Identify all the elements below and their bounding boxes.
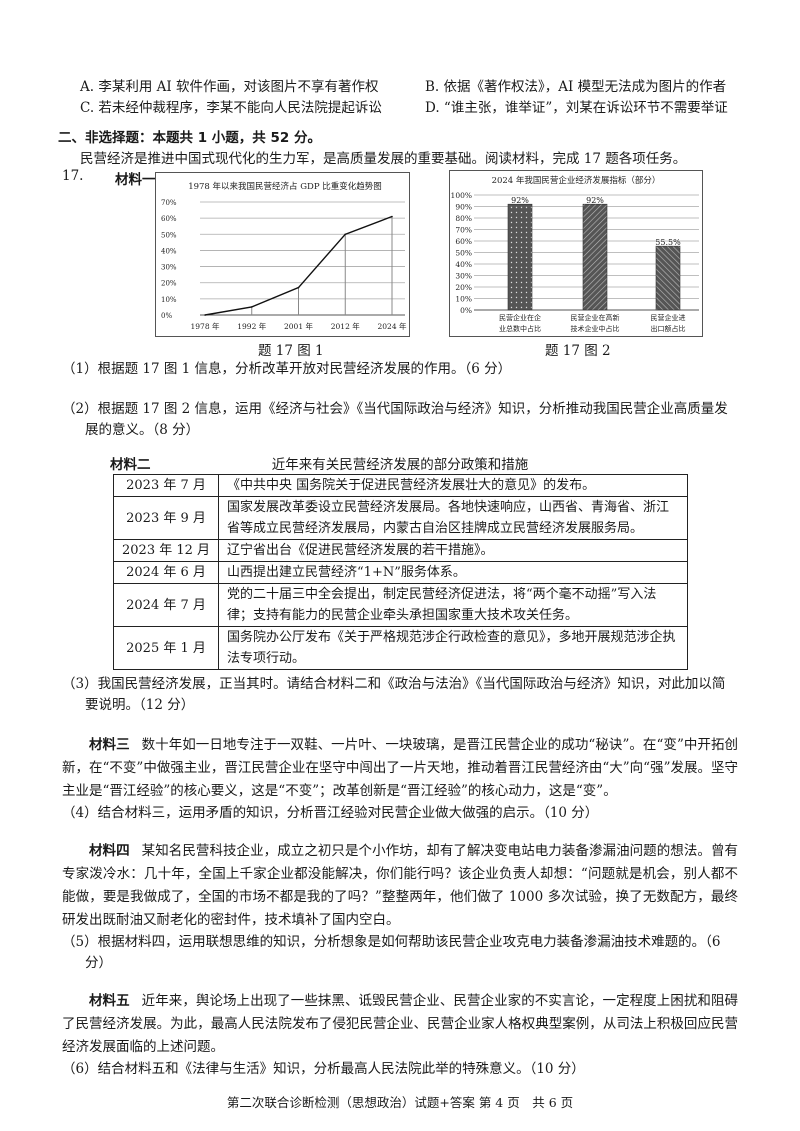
y-tick-label: 0%: [460, 306, 472, 315]
row-date: 2024 年 6 月: [112, 561, 220, 584]
question-3: （3）我国民营经济发展，正当其时。请结合材料二和《政治与法治》《当代国际政治与经…: [62, 676, 726, 713]
option-d: D. “谁主张，谁举证”，刘某在诉讼环节不需要举证: [425, 100, 728, 116]
x-tick-label: 2024 年: [378, 321, 407, 331]
material4-label: 材料四: [89, 843, 130, 859]
material4-text: 某知名民营科技企业，成立之初只是个小作坊，却有了解决变电站电力装备渗漏油问题的想…: [62, 843, 739, 928]
x-tick-label: 民营企业进: [651, 313, 686, 322]
table-row: 2023 年 12 月辽宁省出台《促进民营经济发展的若干措施》。: [112, 539, 688, 562]
chart1-title: 1978 年以来我国民营经济占 GDP 比重变化趋势图: [188, 181, 382, 192]
row-date: 2025 年 1 月: [112, 626, 220, 670]
row-text: 山西提出建立民营经济“1+N”服务体系。: [218, 561, 688, 584]
question-2: （2）根据题 17 图 2 信息，运用《经济与社会》《当代国际政治与经济》知识，…: [62, 401, 728, 438]
material5-label: 材料五: [89, 993, 130, 1009]
row-text: 国务院办公厅发布《关于严格规范涉企行政检查的意见》，多地开展规范涉企执法专项行动…: [218, 626, 688, 670]
material3-label: 材料三: [89, 737, 130, 753]
y-tick-label: 20%: [161, 280, 177, 288]
bar: [582, 203, 608, 311]
table-row: 2024 年 6 月山西提出建立民营经济“1+N”服务体系。: [112, 561, 688, 584]
y-tick-label: 40%: [455, 260, 472, 269]
material4: 材料四 某知名民营科技企业，成立之初只是个小作坊，却有了解决变电站电力装备渗漏油问…: [62, 840, 738, 932]
chart1-caption: 题 17 图 1: [258, 343, 324, 359]
question-1: （1）根据题 17 图 1 信息，分析改革开放对民营经济发展的作用。（6 分）: [62, 361, 512, 377]
option-b: B. 依据《著作权法》，AI 模型无法成为图片的作者: [425, 79, 727, 95]
table-row: 2024 年 7 月党的二十届三中全会提出，制定民营经济促进法，将“两个毫不动摇…: [112, 583, 688, 627]
y-tick-label: 50%: [161, 231, 177, 239]
y-tick-label: 0%: [161, 312, 172, 320]
chart2-title: 2024 年我国民营企业经济发展指标（部分）: [492, 175, 661, 186]
questions-flow: （1）根据题 17 图 1 信息，分析改革开放对民营经济发展的作用。（6 分） …: [62, 359, 738, 1111]
material5: 材料五 近年来，舆论场上出现了一些抹黑、诋毁民营企业、民营企业家的不实言论，一定程…: [62, 990, 738, 1059]
x-tick-label: 1992 年: [237, 321, 266, 331]
x-tick-label: 民营企业在高新: [571, 313, 620, 322]
intro-text: 民营经济是推进中国式现代化的生力军，是高质量发展的重要基础。阅读材料，完成 17…: [80, 151, 687, 167]
row-text: 党的二十届三中全会提出，制定民营经济促进法，将“两个毫不动摇”写入法律；支持有能…: [218, 583, 688, 627]
policy-table: 2023 年 7 月《中共中央 国务院关于促进民营经济发展壮大的意见》的发布。 2…: [112, 474, 688, 670]
y-tick-label: 90%: [455, 203, 472, 212]
x-tick-label: 民营企业在企: [499, 313, 541, 322]
material5-text: 近年来，舆论场上出现了一些抹黑、诋毁民营企业、民营企业家的不实言论，一定程度上困…: [62, 993, 739, 1055]
material2-title: 近年来有关民营经济发展的部分政策和措施: [271, 457, 529, 473]
row-date: 2023 年 9 月: [112, 496, 220, 540]
private-enterprise-bar-chart: 2024 年我国民营企业经济发展指标（部分） 0% 10% 20% 30% 40% 50%…: [449, 170, 703, 337]
material3-text: 数十年如一日地专注于一双鞋、一片叶、一块玻璃，是晋江民营企业的成功“秘诀”。在“…: [62, 737, 739, 799]
chart2-caption: 题 17 图 2: [545, 343, 611, 359]
table-row: 2025 年 1 月国务院办公厅发布《关于严格规范涉企行政检查的意见》，多地开展…: [112, 626, 688, 670]
option-c: C. 若未经仲裁程序，李某不能向人民法院提起诉讼: [80, 100, 382, 116]
y-tick-label: 50%: [455, 249, 472, 258]
gdp-share-line-chart: 1978 年以来我国民营经济占 GDP 比重变化趋势图 0% 10% 20% 30% 4…: [155, 172, 410, 337]
option-a: A. 李某利用 AI 软件作画，对该图片不享有著作权: [80, 79, 379, 95]
y-tick-label: 60%: [455, 237, 472, 246]
material3: 材料三 数十年如一日地专注于一双鞋、一片叶、一块玻璃，是晋江民营企业的成功“秘诀”…: [62, 734, 738, 803]
y-tick-label: 30%: [455, 272, 472, 281]
x-tick-label: 业总数中占比: [499, 324, 541, 333]
y-tick-label: 70%: [455, 226, 472, 235]
question-6: （6）结合材料五和《法律与生活》知识，分析最高人民法院此举的特殊意义。（10 分…: [62, 1061, 585, 1077]
data-label: 55.5%: [655, 238, 681, 247]
y-tick-label: 40%: [161, 247, 177, 255]
data-label: 92%: [586, 196, 604, 205]
bar: [507, 203, 533, 311]
data-point: [204, 314, 206, 316]
x-tick-label: 技术企业中占比: [571, 324, 620, 333]
row-date: 2023 年 7 月: [112, 474, 220, 497]
material2-label: 材料二: [110, 457, 151, 473]
y-tick-label: 60%: [161, 215, 177, 223]
x-tick-label: 2001 年: [284, 321, 313, 331]
question-4: （4）结合材料三，运用矛盾的知识，分析晋江经验对民营企业做大做强的启示。（10 …: [62, 805, 599, 821]
row-text: 国家发展改革委设立民营经济发展局。各地快速响应，山西省、青海省、浙江省等成立民营…: [218, 496, 688, 540]
row-text: 辽宁省出台《促进民营经济发展的若干措施》。: [218, 539, 688, 562]
data-label: 92%: [511, 196, 529, 205]
x-tick-label: 1978 年: [191, 321, 220, 331]
y-tick-label: 20%: [455, 283, 472, 292]
data-point: [250, 306, 253, 308]
material2-header: 材料二 近年来有关民营经济发展的部分政策和措施: [62, 453, 738, 473]
row-date: 2024 年 7 月: [112, 583, 220, 627]
x-tick-label: 出口额占比: [651, 324, 686, 333]
row-date: 2023 年 12 月: [112, 539, 220, 562]
question-number: 17.: [62, 168, 84, 184]
data-point: [297, 286, 300, 289]
y-tick-label: 100%: [451, 191, 472, 200]
question-5: （5）根据材料四，运用联想思维的知识，分析想象是如何帮助该民营企业攻克电力装备渗…: [62, 934, 721, 971]
x-tick-label: 2012 年: [331, 321, 360, 331]
section-heading: 二、非选择题：本题共 1 小题，共 52 分。: [58, 130, 321, 146]
y-tick-label: 70%: [161, 199, 177, 207]
table-row: 2023 年 7 月《中共中央 国务院关于促进民营经济发展壮大的意见》的发布。: [112, 474, 688, 497]
chart1-border: [155, 172, 410, 337]
row-text: 《中共中央 国务院关于促进民营经济发展壮大的意见》的发布。: [218, 474, 688, 497]
data-point: [344, 233, 347, 236]
bar: [655, 245, 681, 311]
y-tick-label: 10%: [455, 295, 472, 304]
y-tick-label: 30%: [161, 264, 177, 272]
y-tick-label: 80%: [455, 214, 472, 223]
page-footer: 第二次联合诊断检测（思想政治）试题+答案 第 4 页 共 6 页: [226, 1095, 574, 1110]
y-tick-label: 10%: [161, 296, 177, 304]
material1-label: 材料一: [115, 172, 156, 188]
data-point: [391, 215, 393, 218]
table-row: 2023 年 9 月国家发展改革委设立民营经济发展局。各地快速响应，山西省、青海…: [112, 496, 688, 540]
